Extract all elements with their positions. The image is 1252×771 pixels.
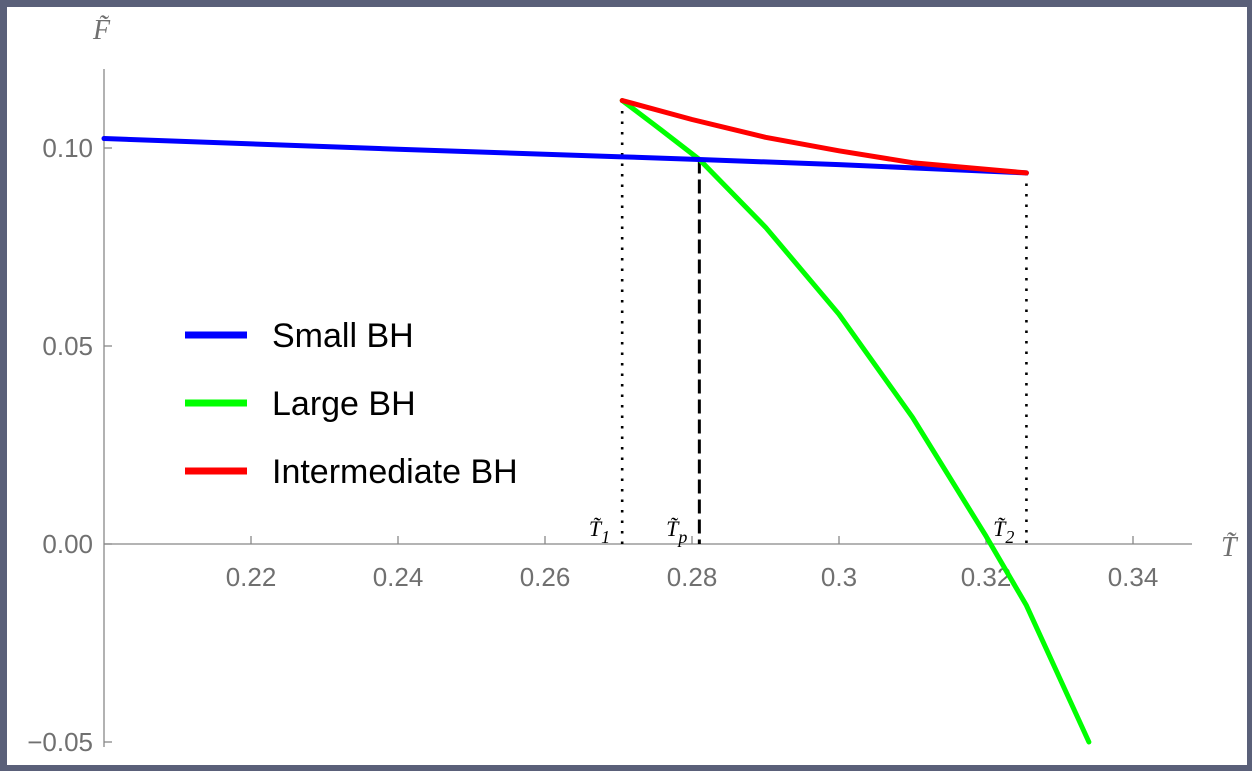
series-large-bh (619, 98, 1092, 745)
y-tick-label: 0.10 (42, 133, 93, 163)
guide-lines (620, 100, 1028, 544)
legend-label: Small BH (272, 317, 414, 355)
plot-frame: 0.22 0.24 0.26 0.28 0.3 0.32 0.34 −0.05 0.00 0.05… (7, 7, 1247, 765)
annotation-label-1: T̃1 (589, 516, 610, 547)
annotation-subscript: p (676, 527, 687, 547)
annotation-label-2: T̃2 (993, 516, 1014, 547)
legend: Small BH Large BH Intermediate BH (185, 317, 518, 491)
annotation-subscript: 2 (1005, 527, 1014, 547)
legend-label: Intermediate BH (272, 453, 518, 491)
x-tick-label: 0.28 (667, 562, 718, 592)
y-tick-label: 0.05 (42, 331, 93, 361)
axes: 0.22 0.24 0.26 0.28 0.3 0.32 0.34−0.050.000.05… (27, 15, 1239, 757)
series-small-bh (101, 136, 1029, 176)
x-axis-title: T̃ (1221, 532, 1239, 563)
y-axis-title: F̃ (92, 15, 111, 46)
series-intermediate-bh (619, 98, 1029, 176)
x-tick-label: 0.24 (373, 562, 424, 592)
x-tick-label: 0.22 (226, 562, 277, 592)
y-tick-label: 0.00 (42, 529, 93, 559)
legend-label: Large BH (272, 385, 416, 423)
x-tick-label: 0.26 (520, 562, 571, 592)
curves (101, 98, 1092, 745)
free-energy-chart: 0.22 0.24 0.26 0.28 0.3 0.32 0.34−0.050.000.05… (27, 15, 1239, 757)
y-tick-label: −0.05 (27, 727, 93, 757)
annotation-label-p: T̃p (666, 516, 687, 547)
x-tick-label: 0.34 (1108, 562, 1159, 592)
annotation-subscript: 1 (601, 527, 610, 547)
annotation-labels: T̃1 T̃p T̃2 (589, 516, 1014, 547)
x-tick-label: 0.3 (821, 562, 857, 592)
